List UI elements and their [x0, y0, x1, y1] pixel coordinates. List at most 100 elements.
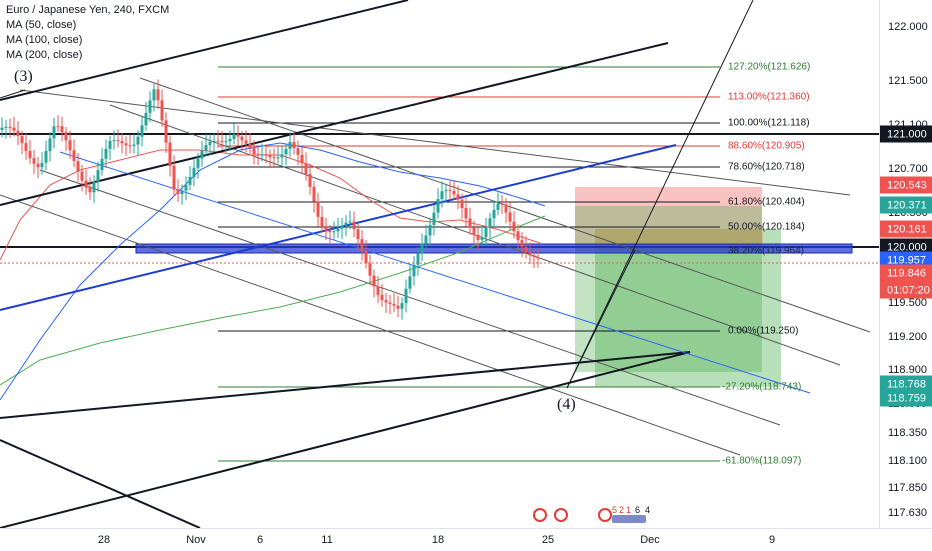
candle-body	[40, 162, 44, 168]
wave-3-marker	[0, 89, 26, 99]
fib-label: 127.20%(121.626)	[728, 61, 811, 73]
candle-body	[36, 163, 40, 168]
fib-label: 38.20%(119.964)	[728, 245, 804, 257]
support-zone[interactable]	[135, 243, 853, 254]
price-tag: 119.846	[880, 264, 932, 282]
candle-body	[0, 127, 4, 130]
candle-body	[68, 140, 72, 151]
wave-projection-line[interactable]	[566, 0, 754, 389]
price-tag: 120.543	[880, 176, 932, 194]
fib-label: 100.00%(121.118)	[728, 117, 810, 129]
candle-body	[124, 143, 128, 146]
candle-body	[428, 225, 432, 236]
event-marker-icon[interactable]	[598, 508, 612, 522]
fib-label: 113.00%(121.360)	[728, 91, 810, 103]
fib-label: -27.20%(118.743)	[722, 381, 802, 393]
candle-body	[284, 148, 288, 155]
candle-body	[196, 158, 200, 168]
candle-body	[180, 190, 184, 195]
candle-body	[440, 191, 444, 200]
event-marker-icon[interactable]	[533, 508, 547, 522]
candle-body	[96, 170, 100, 182]
candle-body	[236, 134, 240, 137]
candle-body	[420, 243, 424, 254]
price-axis[interactable]: 122.000 121.500 121.100 120.700 120.300 …	[879, 0, 932, 528]
candle-body	[216, 140, 220, 142]
price-tick: 119.500	[888, 297, 927, 309]
blue-thin-trendline[interactable]	[59, 151, 811, 394]
candle-body	[116, 140, 120, 142]
candle-body	[464, 208, 468, 219]
time-axis[interactable]: 28 Nov 6 11 18 25 Dec 9	[0, 528, 932, 551]
candle-body	[60, 126, 64, 133]
time-tick: 11	[321, 534, 333, 546]
candle-body	[272, 157, 276, 159]
fib-label: 88.60%(120.905)	[728, 140, 805, 152]
candle-body	[44, 150, 48, 163]
candle-body	[468, 218, 472, 228]
candle-body	[328, 230, 332, 233]
ma-100-legend[interactable]: MA (100, close)	[6, 34, 83, 46]
candlesticks[interactable]	[0, 79, 540, 320]
wave-4-segment[interactable]	[566, 249, 636, 389]
candle-body	[232, 134, 236, 139]
ma-200-legend[interactable]: MA (200, close)	[6, 49, 83, 61]
event-count: 4	[645, 505, 651, 515]
candle-body	[156, 89, 160, 101]
price-tick: 119.200	[888, 331, 927, 343]
candle-body	[304, 163, 308, 174]
ma-50-legend[interactable]: MA (50, close)	[6, 19, 77, 31]
candle-body	[332, 231, 336, 233]
candle-body	[88, 187, 92, 193]
candle-body	[248, 143, 252, 149]
fib-label: 0.00%(119.250)	[728, 325, 799, 337]
ma-100-line	[0, 142, 546, 401]
candle-body	[280, 154, 284, 158]
candle-body	[80, 171, 84, 181]
candle-body	[20, 136, 24, 144]
time-tick: 18	[431, 534, 445, 546]
candle-body	[56, 126, 60, 128]
candle-body	[344, 222, 348, 226]
flag-icon[interactable]	[612, 515, 646, 523]
price-tag: 121.000	[880, 125, 932, 143]
candle-body	[268, 155, 272, 158]
candle-body	[364, 250, 368, 264]
symbol-title[interactable]: Euro / Japanese Yen, 240, FXCM	[6, 4, 170, 16]
channel-lines[interactable]	[0, 0, 691, 528]
candle-body	[356, 229, 360, 240]
candle-body	[392, 303, 396, 306]
price-chart[interactable]	[0, 0, 880, 528]
candle-body	[352, 221, 356, 230]
candle-body	[276, 157, 280, 159]
candle-body	[52, 126, 56, 139]
candle-body	[64, 132, 68, 141]
candle-body	[408, 276, 412, 289]
event-marker-icon[interactable]	[554, 508, 568, 522]
candle-body	[340, 225, 344, 229]
candle-body	[300, 154, 304, 164]
price-tag: 120.371	[880, 196, 932, 214]
candle-body	[480, 237, 484, 240]
candle-body	[48, 138, 52, 151]
fib-label: 78.60%(120.718)	[728, 161, 805, 173]
candle-body	[308, 173, 312, 187]
candle-body	[228, 138, 232, 142]
candle-body	[208, 141, 212, 146]
chart-legend: Euro / Japanese Yen, 240, FXCM MA (50, c…	[6, 3, 169, 63]
candle-body	[132, 144, 136, 146]
candle-body	[360, 239, 364, 251]
time-tick: 25	[541, 534, 555, 546]
candle-body	[8, 126, 12, 128]
take-profit-zone	[575, 206, 762, 372]
event-count: 6	[635, 505, 641, 515]
take-profit-zone-2	[595, 229, 781, 387]
candle-body	[512, 221, 516, 232]
candle-body	[128, 145, 132, 147]
candle-body	[436, 199, 440, 213]
price-tick: 118.350	[888, 427, 927, 439]
price-tick: 120.700	[888, 163, 928, 175]
price-tick: 117.630	[888, 507, 927, 519]
price-tag: 118.768	[880, 375, 932, 393]
candle-body	[336, 228, 340, 232]
